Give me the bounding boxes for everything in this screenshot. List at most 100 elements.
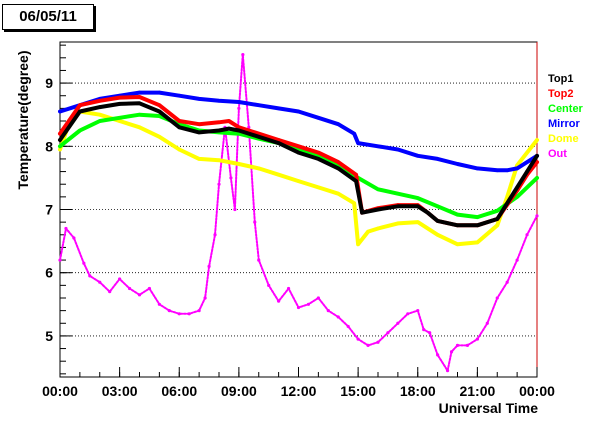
data-point-out [336,315,340,319]
data-point-out [455,343,460,347]
data-point-top1 [157,109,162,114]
data-point-top1 [425,210,430,215]
y-tick-label: 9 [45,75,53,91]
data-point-mirror [137,90,142,95]
data-point-top2 [217,120,221,125]
data-point-dome [197,157,201,161]
data-point-out [416,309,420,313]
data-point-out [177,312,181,316]
data-point-dome [396,221,400,226]
data-point-mirror [256,103,261,108]
data-point-mirror [455,162,460,166]
data-point-out [376,340,380,344]
data-point-dome [237,162,241,166]
data-point-mirror [177,93,182,98]
x-tick-label: 00:00 [42,383,78,399]
data-point-center [435,204,440,209]
data-point-top1 [227,126,231,131]
data-point-out [525,233,529,237]
data-point-dome [137,125,142,130]
data-point-center [415,196,420,200]
data-point-out [167,309,171,313]
data-point-out [108,290,112,294]
data-point-mirror [435,157,440,161]
data-point-mirror [316,116,321,120]
data-point-out [187,312,191,316]
data-point-out [326,309,330,313]
data-point-top2 [227,119,231,123]
chart-title: 06/05/11 [2,4,94,30]
data-point-mirror [197,97,201,101]
y-tick-label: 8 [45,138,53,154]
data-point-top2 [237,125,241,130]
data-point-dome [97,112,102,117]
data-point-out [257,258,261,262]
data-point-top1 [137,101,142,106]
data-point-top2 [78,103,82,108]
data-point-top1 [296,150,301,155]
data-point-center [495,208,500,213]
data-point-dome [535,138,539,142]
data-point-top1 [435,219,440,223]
data-point-out [137,293,142,297]
data-point-top1 [376,207,380,212]
data-point-out [58,258,62,262]
data-point-top1 [360,210,364,215]
data-point-top2 [97,98,102,103]
x-tick-label: 15:00 [340,383,376,399]
data-point-out [346,324,350,329]
data-point-out [465,343,470,347]
legend-entry-top1: Top1 [548,73,574,85]
data-point-dome [316,185,321,190]
data-point-out [422,327,426,332]
data-point-out [316,296,320,300]
y-tick-label: 5 [45,328,53,344]
data-point-mirror [495,168,500,173]
legend-entry-dome: Dome [548,133,579,145]
data-point-dome [356,242,360,247]
data-point-out [203,296,207,300]
data-point-out [449,350,454,354]
data-point-center [137,112,142,117]
data-point-top2 [354,172,358,177]
data-point-top1 [177,125,182,130]
legend: Top1 Top2 Center Mirror Dome Out [548,72,583,162]
data-point-out [157,302,161,306]
data-point-top1 [336,166,341,171]
data-point-dome [276,172,281,177]
data-point-out [495,296,499,300]
data-point-dome [117,119,122,123]
legend-entry-center: Center [548,103,583,115]
data-point-out [505,280,509,284]
data-point-top2 [157,103,162,108]
data-point-out [253,220,257,224]
legend-entry-mirror: Mirror [548,118,580,130]
data-point-dome [296,179,301,183]
data-point-top1 [525,169,529,174]
data-point-dome [455,242,460,247]
data-point-center [376,187,380,192]
data-point-mirror [276,106,281,111]
data-point-top1 [276,141,281,145]
data-point-top2 [177,119,182,123]
data-point-out [306,302,311,306]
data-point-top1 [495,217,500,221]
data-point-top1 [415,204,420,209]
data-point-out [356,337,360,341]
data-point-center [157,114,162,118]
data-point-dome [256,166,261,171]
data-point-out [428,331,432,335]
data-point-dome [58,147,62,152]
data-point-out [127,286,132,291]
data-point-out [485,321,489,325]
data-point-center [396,191,400,196]
data-point-out [277,299,281,303]
x-tick-label: 18:00 [400,383,436,399]
data-point-out [475,337,479,341]
x-tick-label: 21:00 [459,383,495,399]
data-point-mirror [157,90,162,95]
data-point-top1 [217,128,221,133]
data-point-out [213,233,217,237]
data-point-center [78,128,82,133]
data-point-top1 [354,179,358,183]
